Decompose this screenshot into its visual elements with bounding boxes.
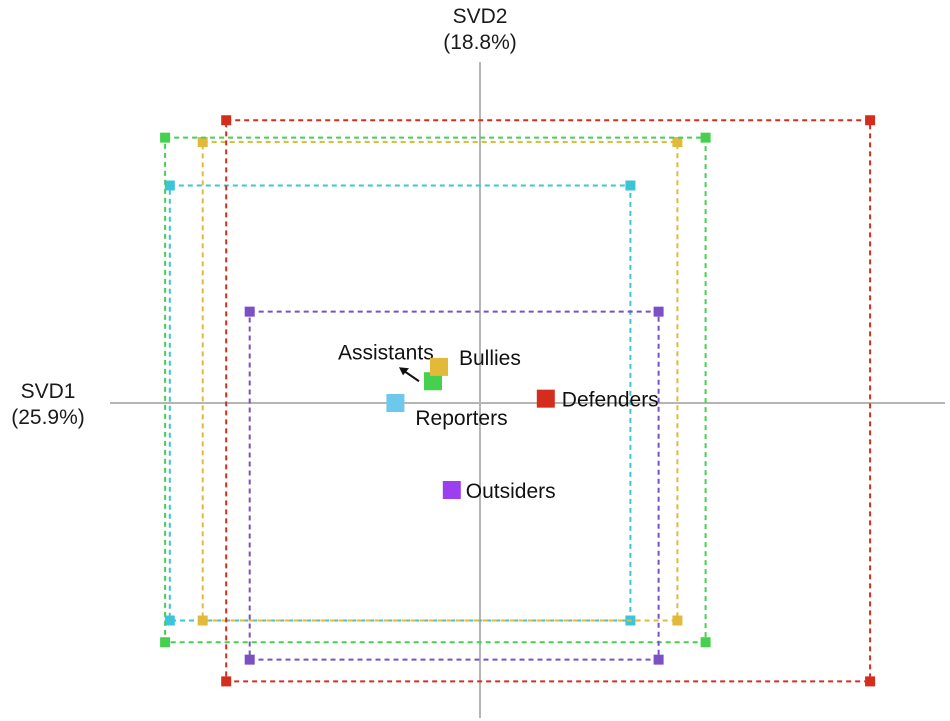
range-corner-bullies	[197, 615, 208, 626]
range-rect-reporters	[168, 184, 632, 622]
label-outsiders: Outsiders	[466, 480, 556, 503]
label-reporters: Reporters	[415, 407, 507, 430]
range-box-assistants	[160, 132, 711, 648]
range-corner-defenders	[221, 676, 232, 687]
marker-bullies	[430, 357, 448, 376]
marker-outsiders	[442, 481, 461, 499]
marker-defenders	[536, 389, 555, 408]
point-assistants: Assistants	[338, 341, 442, 391]
x-axis-title: SVD1 (25.9%)	[0, 379, 96, 431]
range-corner-defenders	[221, 115, 232, 126]
range-box-bullies	[197, 137, 683, 626]
range-corner-defenders	[865, 115, 876, 126]
range-corner-defenders	[865, 676, 876, 687]
label-assistants: Assistants	[338, 341, 434, 364]
x-axis-name: SVD1	[20, 380, 76, 403]
point-outsiders: Outsiders	[442, 480, 556, 503]
range-corner-assistants	[700, 637, 711, 648]
range-corner-reporters	[164, 615, 175, 626]
range-corner-outsiders	[653, 306, 664, 317]
y-axis-name: SVD2	[452, 5, 508, 28]
y-axis-title: SVD2 (18.8%)	[430, 4, 530, 56]
range-corner-reporters	[625, 180, 636, 191]
marker-assistants	[424, 372, 442, 391]
range-corner-assistants	[700, 132, 711, 143]
range-corner-bullies	[672, 137, 683, 147]
range-corner-bullies	[197, 137, 208, 147]
range-rectangles	[160, 115, 876, 687]
label-defenders: Defenders	[562, 389, 659, 412]
x-axis-variance: (25.9%)	[11, 406, 85, 429]
range-corner-assistants	[160, 637, 171, 648]
group-points: Assistants Bullies Reporters Defenders Outsi…	[338, 341, 659, 503]
range-corner-outsiders	[244, 654, 255, 665]
range-corner-assistants	[160, 132, 171, 143]
point-bullies: Bullies	[430, 347, 521, 376]
assistants-arrowhead	[399, 367, 409, 376]
y-axis-variance: (18.8%)	[443, 31, 517, 54]
range-box-defenders	[221, 115, 876, 687]
range-box-outsiders	[244, 306, 664, 665]
range-corner-reporters	[164, 180, 175, 191]
range-corner-outsiders	[653, 654, 664, 665]
range-corner-bullies	[672, 615, 683, 626]
range-rect-assistants	[164, 136, 707, 644]
marker-reporters	[386, 394, 405, 412]
point-reporters: Reporters	[386, 394, 508, 430]
range-corner-outsiders	[244, 306, 255, 317]
point-defenders: Defenders	[536, 389, 659, 412]
label-bullies: Bullies	[459, 347, 521, 370]
range-rect-bullies	[201, 141, 679, 622]
